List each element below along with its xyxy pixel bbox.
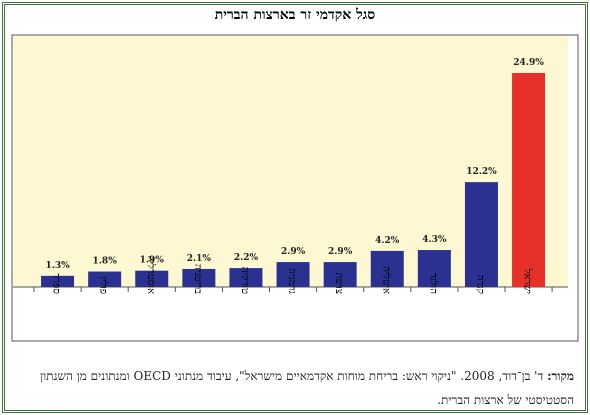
bar: [41, 275, 75, 287]
source-label: מקור:: [547, 369, 574, 383]
x-tick-label: אוסטרליה: [145, 256, 157, 294]
x-tick-label: הולנד: [427, 273, 439, 294]
value-label: 2.9%: [328, 247, 353, 257]
x-tick-label: טורקיה: [239, 267, 250, 294]
source-text: ד' בן־דוד, 2008. "ניקוי ראש: בריחת מוחות…: [40, 369, 574, 407]
bar: [276, 262, 310, 287]
bar: [229, 268, 263, 287]
x-tick-label: גרמניה: [286, 268, 297, 294]
value-label: 12.2%: [466, 167, 497, 177]
value-label: 1.9%: [140, 256, 165, 266]
x-tick-label: איטליה: [380, 266, 392, 294]
value-label: 1.8%: [93, 257, 118, 267]
x-tick-label: ספרד: [51, 273, 62, 294]
x-tick-label: ישראל: [522, 268, 534, 295]
bar: [512, 73, 546, 287]
value-label: 24.9%: [513, 58, 544, 68]
value-label: 2.1%: [187, 254, 212, 264]
bar: [135, 270, 169, 287]
x-tick-label: צרפת: [333, 273, 344, 295]
x-tick-label: קנדה: [474, 275, 485, 294]
value-label: 2.2%: [234, 253, 259, 263]
bar: [464, 182, 498, 287]
value-label: 4.2%: [375, 236, 400, 246]
x-tick-label: בריטניה: [192, 264, 203, 294]
value-label: 1.3%: [45, 261, 70, 271]
source: מקור: ד' בן־דוד, 2008. "ניקוי ראש: בריחת…: [14, 364, 574, 412]
bar: [182, 268, 216, 287]
value-label: 2.9%: [281, 247, 306, 257]
bar: [323, 262, 357, 287]
bar: [88, 271, 122, 287]
bar: [417, 250, 451, 287]
x-tick-label: פולין: [98, 276, 110, 294]
value-label: 4.3%: [422, 235, 447, 245]
bar: [370, 250, 404, 287]
chart-title: סגל אקדמי זר בארצות הברית: [215, 7, 376, 23]
